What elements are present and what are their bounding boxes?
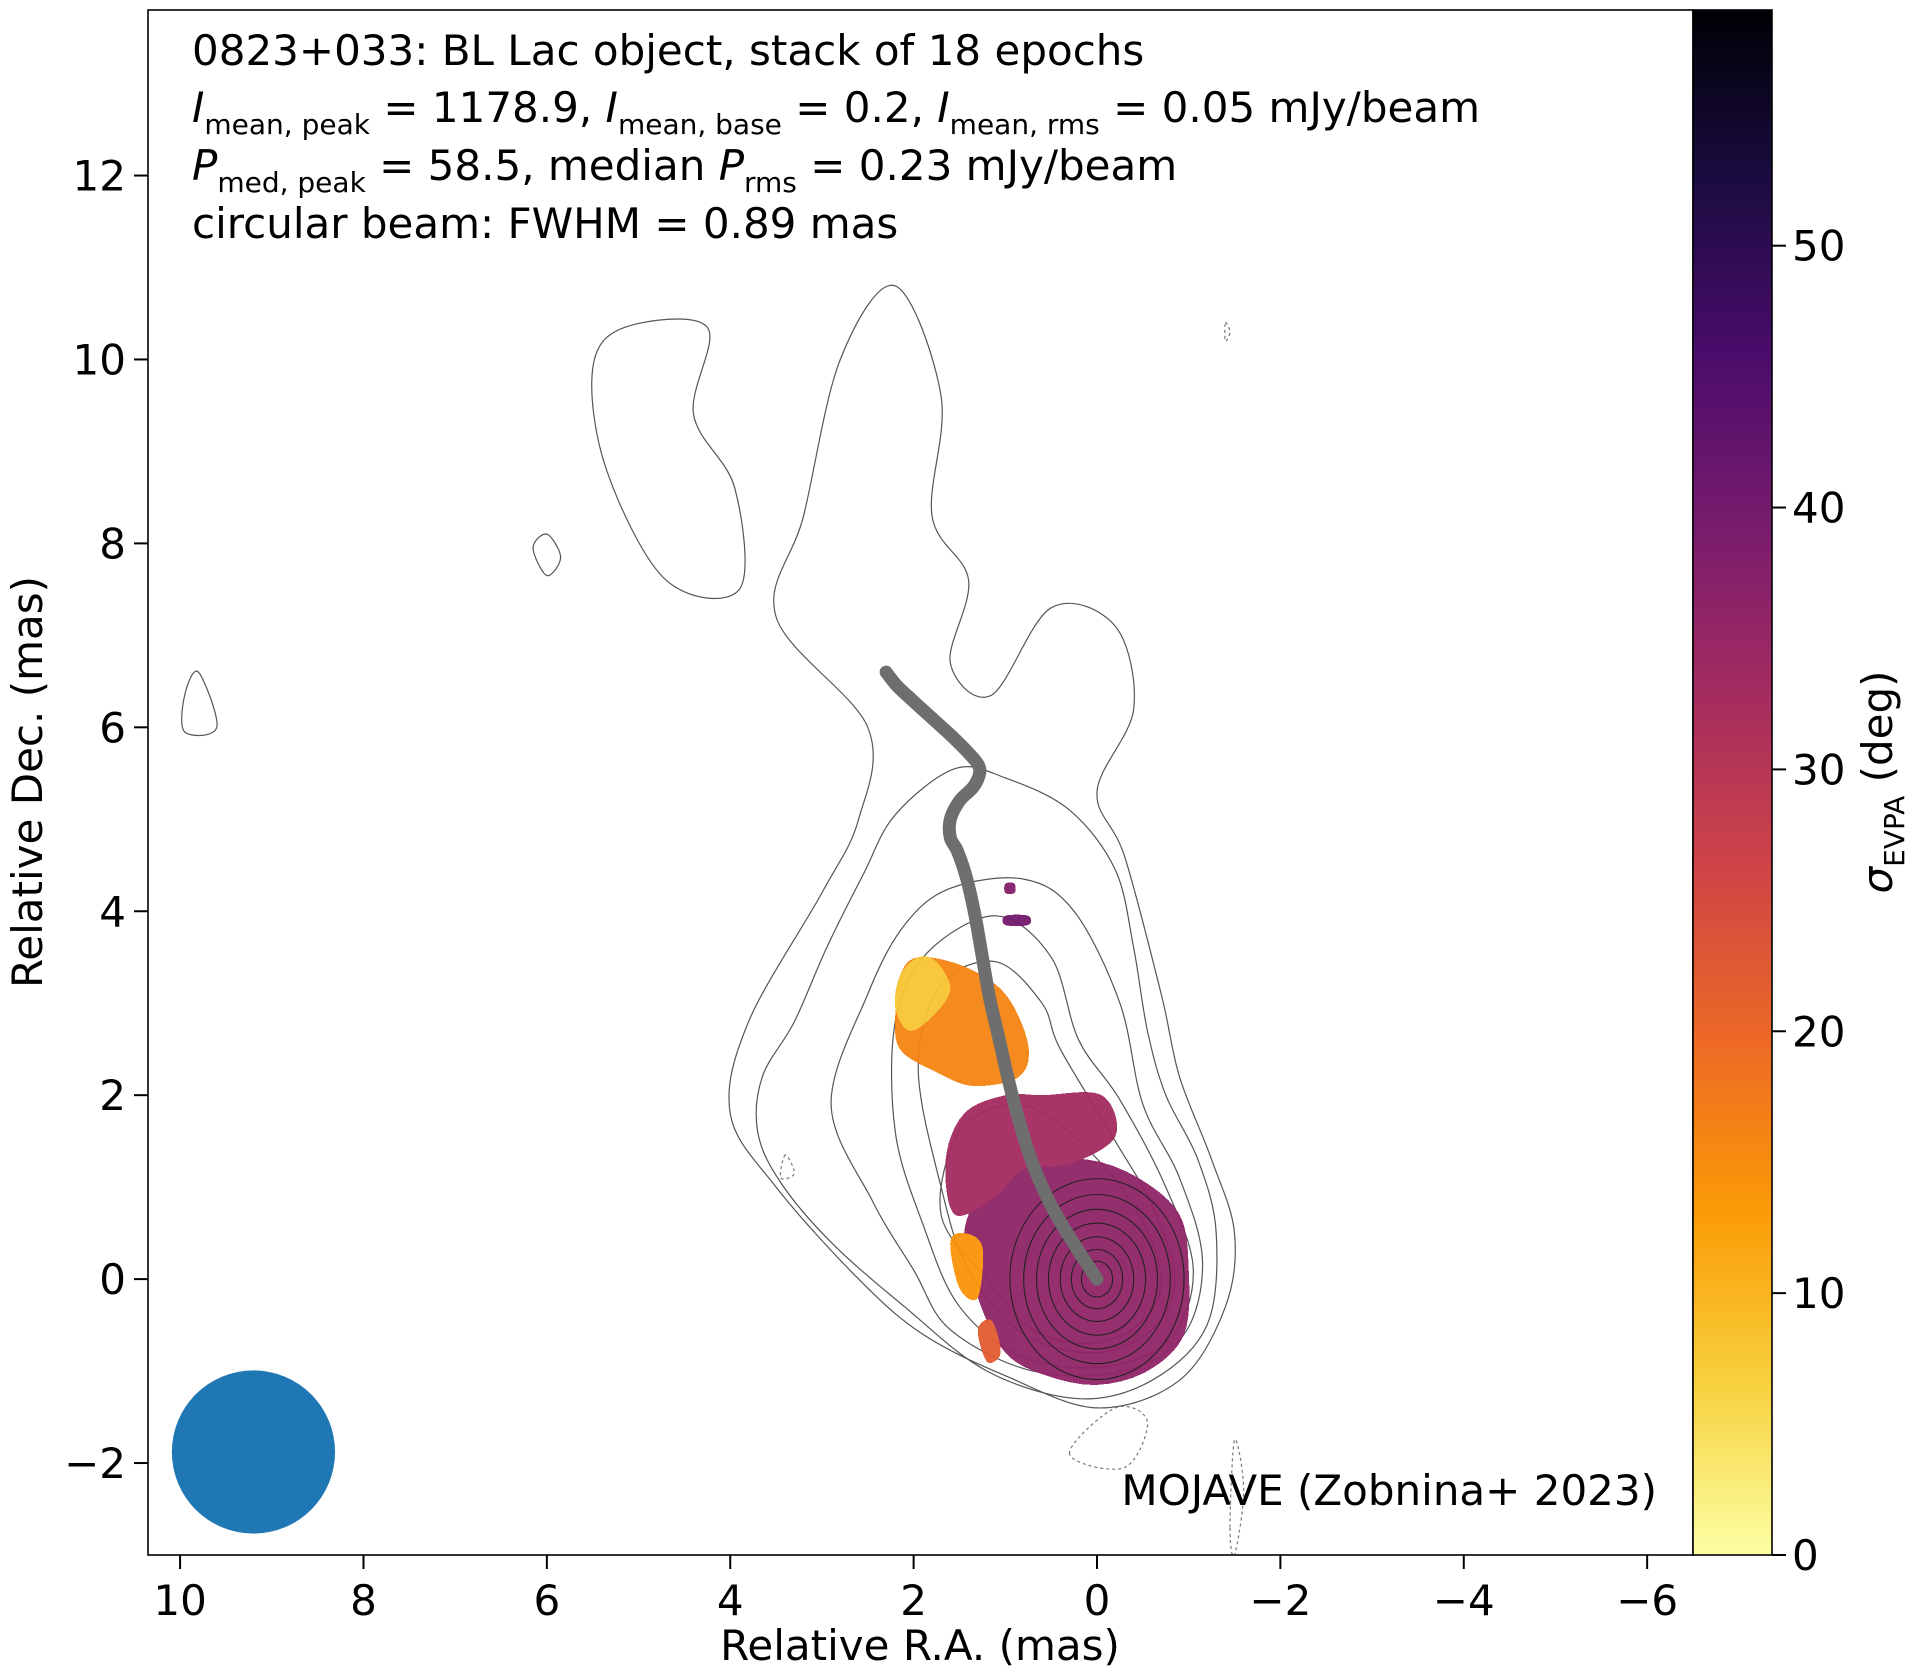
colorbar-label: σEVPA (deg) <box>1853 670 1905 893</box>
core-ring-0 <box>1009 1178 1185 1381</box>
core-ring-5 <box>1070 1248 1124 1310</box>
x-tick-label: 0 <box>1084 1576 1111 1625</box>
x-axis-ticks: 10 8 6 4 2 0 −2 −4 −6 <box>153 1555 1678 1625</box>
colorbar-tick-label: 40 <box>1792 484 1845 533</box>
jet-ridge-line <box>879 665 1104 1286</box>
colorbar-tick-label: 20 <box>1792 1007 1845 1056</box>
colorbar-tick-label: 10 <box>1792 1269 1845 1318</box>
contour-6 <box>890 915 1194 1369</box>
y-tick-label: 0 <box>99 1255 126 1304</box>
contour-3 <box>532 533 562 577</box>
y-axis-ticks: −2 0 2 4 6 8 10 12 <box>64 152 148 1488</box>
core-ring-1 <box>1023 1193 1171 1365</box>
title-line-4: circular beam: FWHM = 0.89 mas <box>192 199 898 248</box>
evpa-region-knot-east <box>1002 914 1032 927</box>
evpa-region-core <box>963 1158 1190 1385</box>
colorbar-tick-label: 0 <box>1792 1531 1819 1580</box>
plot-area <box>171 284 1245 1555</box>
contour-dashed-2 <box>779 1154 796 1180</box>
title-line-1: 0823+033: BL Lac object, stack of 18 epo… <box>192 26 1144 75</box>
y-tick-label: 12 <box>73 152 126 201</box>
colorbar-ticks: 0 10 20 30 40 50 <box>1772 222 1845 1580</box>
credit-label: MOJAVE (Zobnina+ 2023) <box>1121 1466 1657 1515</box>
x-tick-label: −4 <box>1433 1576 1495 1625</box>
colorbar <box>1692 9 1773 1556</box>
contour-4 <box>755 765 1218 1400</box>
core-ring-2 <box>1035 1208 1159 1350</box>
evpa-region-knot-bright <box>894 956 951 1031</box>
evpa-region-core-edge-lower <box>977 1319 1001 1364</box>
core-ring-6 <box>1080 1260 1114 1298</box>
core-ring-4 <box>1059 1236 1135 1322</box>
contour-2 <box>181 670 218 737</box>
y-tick-label: 6 <box>99 703 126 752</box>
y-axis-label: Relative Dec. (mas) <box>3 576 52 988</box>
x-tick-label: −2 <box>1249 1576 1311 1625</box>
contour-5 <box>830 877 1204 1377</box>
evpa-region-knot-north <box>1004 882 1016 895</box>
title-line-2: Imean, peak = 1178.9, Imean, base = 0.2,… <box>192 83 1480 141</box>
contour-0 <box>728 284 1236 1409</box>
title-line-3: Pmed, peak = 58.5, median Prms = 0.23 mJ… <box>192 141 1177 199</box>
y-tick-label: 8 <box>99 519 126 568</box>
contour-dashed-1 <box>1229 1439 1245 1555</box>
colorbar-tick-label: 50 <box>1792 222 1845 271</box>
x-tick-label: 6 <box>533 1576 560 1625</box>
y-tick-label: −2 <box>64 1439 126 1488</box>
contour-dashed-3 <box>1224 321 1231 342</box>
contour-1 <box>591 318 746 600</box>
x-tick-label: 8 <box>350 1576 377 1625</box>
x-tick-label: 2 <box>900 1576 927 1625</box>
y-tick-label: 2 <box>99 1071 126 1120</box>
contour-dashed-0 <box>1068 1405 1149 1470</box>
x-tick-label: −6 <box>1616 1576 1678 1625</box>
evpa-region-core-edge <box>950 1232 984 1301</box>
y-tick-label: 10 <box>73 335 126 384</box>
x-tick-label: 10 <box>153 1576 206 1625</box>
core-ring-3 <box>1047 1222 1147 1336</box>
beam-ellipse <box>171 1370 336 1534</box>
y-tick-label: 4 <box>99 887 126 936</box>
x-axis-label: Relative R.A. (mas) <box>720 1621 1120 1670</box>
core-contour-rings <box>1009 1178 1185 1381</box>
x-tick-label: 4 <box>717 1576 744 1625</box>
colorbar-tick-label: 30 <box>1792 745 1845 794</box>
